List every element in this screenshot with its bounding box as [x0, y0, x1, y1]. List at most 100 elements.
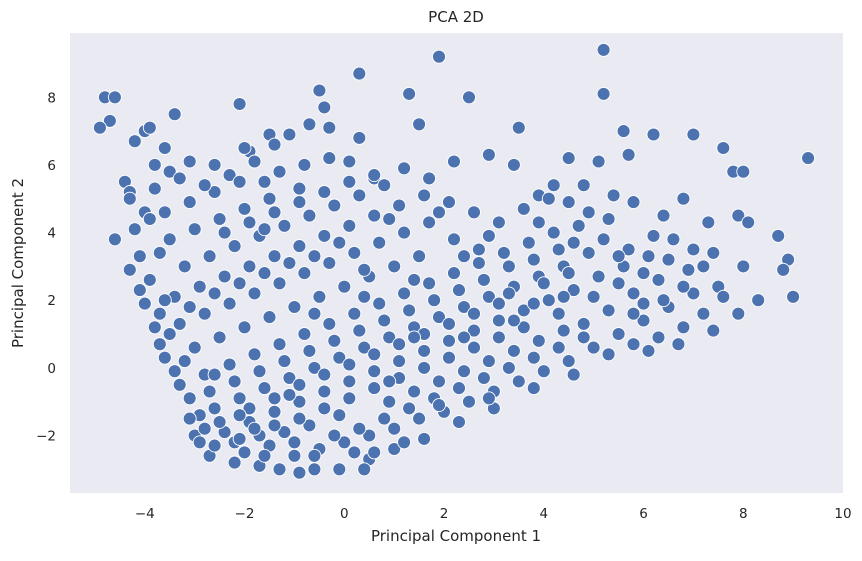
data-point: [696, 259, 711, 274]
data-point: [551, 340, 566, 355]
data-point: [147, 320, 162, 335]
data-point: [491, 330, 506, 345]
data-point: [481, 147, 496, 162]
data-point: [332, 462, 347, 477]
data-point: [397, 225, 412, 240]
data-point: [457, 330, 471, 345]
data-point: [576, 316, 591, 331]
data-point: [152, 306, 167, 321]
data-point: [402, 303, 417, 318]
data-point: [322, 316, 337, 331]
data-point: [152, 337, 167, 352]
data-point: [302, 117, 317, 132]
data-point: [192, 279, 207, 294]
data-point: [382, 330, 397, 345]
data-point: [506, 343, 521, 358]
data-point: [322, 120, 337, 135]
data-point: [172, 316, 187, 331]
data-point: [407, 272, 422, 287]
data-point: [257, 381, 272, 396]
data-point: [546, 178, 561, 193]
data-point: [706, 245, 721, 260]
data-point: [307, 448, 322, 463]
data-point: [576, 178, 591, 193]
data-point: [476, 371, 491, 385]
data-point: [182, 391, 197, 406]
data-point: [636, 266, 651, 281]
data-point: [222, 296, 237, 311]
data-point: [571, 218, 586, 233]
data-point: [462, 394, 476, 409]
data-point: [357, 462, 372, 477]
data-point: [132, 249, 147, 264]
data-point: [731, 208, 746, 223]
data-point: [447, 266, 461, 281]
data-point: [412, 249, 427, 264]
data-point: [227, 374, 242, 389]
data-point: [402, 401, 417, 416]
data-point: [142, 212, 157, 226]
data-point: [337, 435, 352, 450]
data-point: [526, 381, 541, 396]
data-point: [282, 256, 297, 270]
data-point: [481, 289, 496, 304]
data-point: [382, 374, 397, 389]
data-point: [606, 188, 621, 203]
data-point: [561, 266, 576, 281]
data-point: [342, 357, 357, 372]
data-point: [132, 283, 147, 298]
data-point: [322, 151, 337, 166]
data-point: [207, 185, 222, 199]
data-point: [452, 415, 466, 429]
data-point: [272, 164, 287, 179]
data-point: [267, 418, 282, 433]
data-point: [292, 195, 307, 210]
data-point: [347, 245, 362, 260]
data-point: [257, 266, 272, 281]
data-point: [142, 120, 157, 135]
data-point: [491, 296, 506, 311]
data-point: [457, 249, 471, 264]
data-point: [107, 90, 122, 105]
data-point: [501, 286, 516, 301]
data-point: [696, 306, 711, 321]
data-point: [107, 232, 122, 247]
data-point: [362, 428, 377, 443]
data-point: [601, 212, 616, 226]
data-point: [467, 306, 481, 321]
data-point: [102, 113, 117, 128]
data-point: [307, 249, 322, 264]
data-point: [541, 293, 556, 308]
x-tick-label: −2: [235, 506, 255, 522]
data-point: [641, 343, 656, 358]
data-point: [287, 300, 302, 314]
data-point: [511, 374, 526, 389]
data-point: [586, 340, 601, 355]
y-axis-label: Principal Component 2: [9, 178, 27, 348]
data-point: [262, 191, 277, 206]
data-point: [676, 279, 691, 294]
data-point: [297, 266, 312, 281]
data-point: [457, 364, 471, 379]
data-point: [372, 296, 387, 311]
data-point: [162, 164, 177, 179]
data-point: [491, 215, 506, 230]
data-point: [561, 195, 576, 210]
data-point: [591, 154, 606, 169]
data-point: [382, 212, 397, 226]
data-point: [452, 381, 466, 396]
data-point: [382, 394, 397, 409]
data-point: [257, 174, 272, 189]
data-point: [481, 354, 496, 369]
data-point: [177, 259, 192, 274]
data-point: [282, 127, 297, 142]
data-point: [292, 377, 307, 392]
data-point: [232, 276, 247, 291]
data-point: [621, 147, 636, 162]
data-point: [227, 239, 242, 254]
data-point: [501, 360, 516, 375]
data-point: [342, 154, 357, 169]
data-point: [197, 421, 212, 436]
data-point: [157, 350, 172, 365]
data-point: [252, 364, 267, 379]
